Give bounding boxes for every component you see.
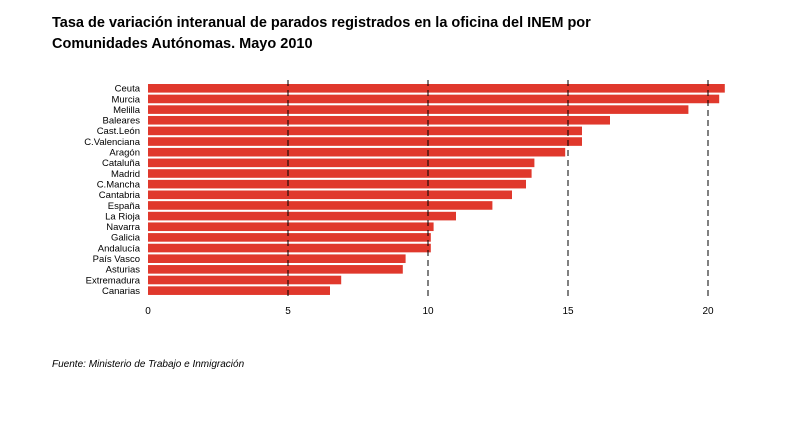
bar-15 — [148, 243, 431, 253]
bar-8 — [148, 169, 532, 178]
bar-2 — [148, 105, 689, 114]
category-label-6: Aragón — [109, 148, 140, 159]
bar-3 — [148, 115, 610, 125]
source-note: Fuente: Ministerio de Trabajo e Inmigrac… — [52, 359, 245, 370]
bar-14 — [148, 233, 431, 242]
category-label-12: La Rioja — [105, 211, 141, 222]
category-label-16: País Vasco — [93, 254, 140, 265]
bar-10 — [148, 190, 512, 200]
tick-label-4: 20 — [702, 306, 714, 317]
bar-12 — [148, 211, 456, 221]
category-label-18: Extremadura — [86, 275, 141, 286]
category-label-8: Madrid — [111, 169, 140, 180]
category-label-14: Galicia — [111, 233, 141, 244]
category-label-4: Cast.León — [97, 126, 140, 137]
category-label-19: Canarias — [102, 286, 140, 297]
category-label-5: C.Valenciana — [84, 137, 141, 148]
tick-label-1: 5 — [285, 306, 291, 317]
bar-chart: CeutaMurciaMelillaBalearesCast.LeónC.Val… — [84, 80, 725, 317]
bar-16 — [148, 254, 406, 263]
category-label-7: Cataluña — [102, 158, 141, 169]
bar-0 — [148, 84, 725, 93]
category-label-13: Navarra — [106, 222, 141, 233]
bar-9 — [148, 179, 526, 189]
bar-17 — [148, 265, 403, 274]
bar-4 — [148, 126, 582, 136]
category-label-10: Cantabria — [99, 190, 141, 201]
bar-19 — [148, 286, 330, 295]
chart-title: Tasa de variación interanual de parados … — [52, 13, 692, 55]
tick-label-3: 15 — [562, 306, 574, 317]
bar-6 — [148, 147, 566, 157]
bar-13 — [148, 222, 434, 232]
chart-title-line-1: Tasa de variación interanual de parados … — [52, 15, 591, 31]
category-label-11: España — [108, 201, 141, 212]
category-label-15: Andalucía — [98, 243, 141, 254]
tick-label-0: 0 — [145, 306, 151, 317]
bar-1 — [148, 94, 720, 104]
category-label-17: Asturias — [106, 265, 141, 276]
category-label-3: Baleares — [103, 116, 141, 127]
category-label-0: Ceuta — [115, 84, 141, 95]
chart-title-line-2: Comunidades Autónomas. Mayo 2010 — [52, 36, 313, 52]
bar-7 — [148, 158, 535, 168]
bar-5 — [148, 137, 582, 146]
category-label-1: Murcia — [111, 94, 140, 105]
tick-label-2: 10 — [422, 306, 434, 317]
category-label-9: C.Mancha — [97, 179, 141, 190]
category-label-2: Melilla — [113, 105, 141, 116]
bar-11 — [148, 201, 493, 210]
bar-18 — [148, 275, 342, 285]
